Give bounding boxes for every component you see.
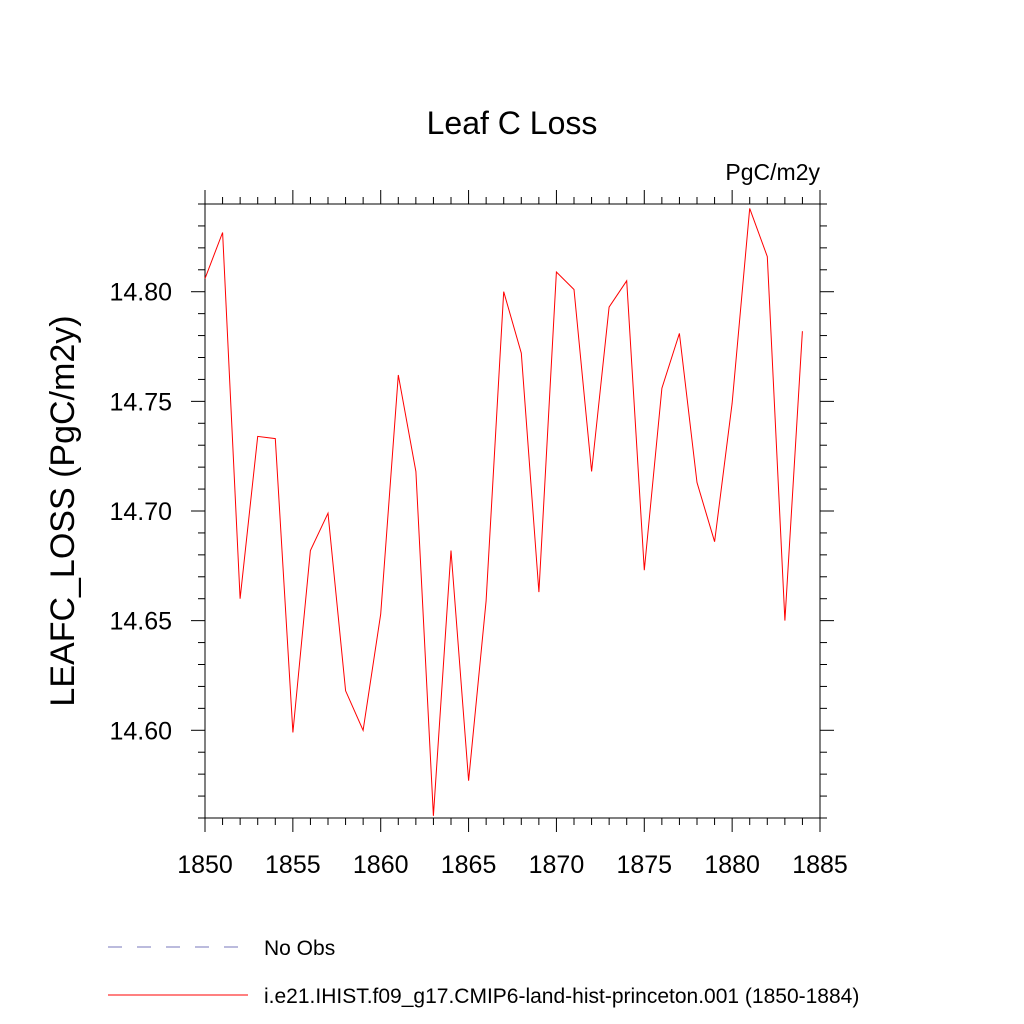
y-tick-label: 14.70 (109, 498, 172, 526)
legend: No Obs i.e21.IHIST.f09_g17.CMIP6-land-his… (108, 937, 859, 1008)
y-tick-label: 14.65 (109, 608, 172, 636)
y-axis-label: LEAFC_LOSS (PgC/m2y) (44, 315, 82, 706)
x-tick-label: 1855 (265, 851, 321, 879)
legend-label: No Obs (264, 937, 335, 960)
plot-frame (204, 203, 821, 819)
x-tick-label: 1850 (177, 851, 233, 879)
chart-title: Leaf C Loss (427, 105, 598, 141)
units-label: PgC/m2y (725, 159, 820, 185)
x-tick-label: 1875 (616, 851, 672, 879)
x-tick-label: 1885 (792, 851, 848, 879)
legend-label: i.e21.IHIST.f09_g17.CMIP6-land-hist-prin… (264, 985, 859, 1008)
axis-ticks (191, 190, 834, 832)
x-tick-label: 1865 (441, 851, 497, 879)
axis-tick-labels: 1850 1855 1860 1865 1870 1875 1880 1885 14.60 14.… (109, 279, 847, 879)
x-tick-label: 1860 (353, 851, 409, 879)
y-tick-label: 14.80 (109, 279, 172, 307)
y-tick-label: 14.60 (109, 717, 172, 745)
series-line (204, 208, 803, 816)
x-tick-label: 1880 (704, 851, 760, 879)
y-tick-label: 14.75 (109, 388, 172, 416)
x-tick-label: 1870 (529, 851, 585, 879)
series-group (204, 208, 803, 816)
